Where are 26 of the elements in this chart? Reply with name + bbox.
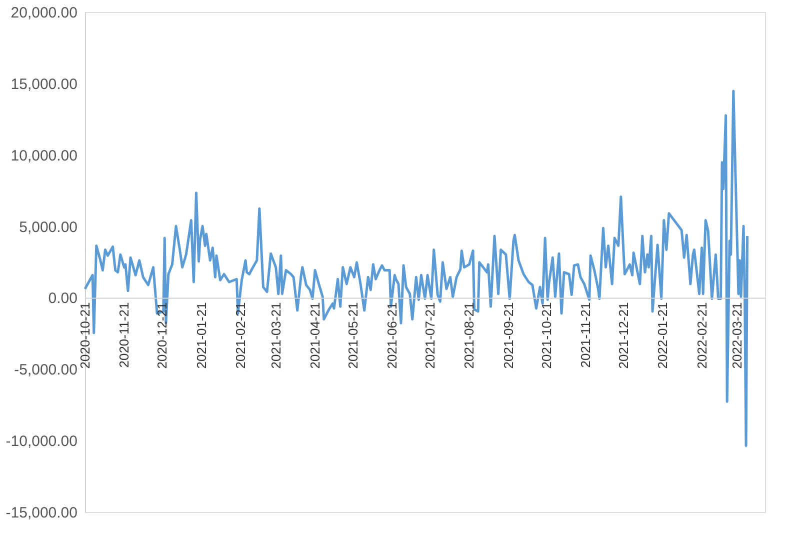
x-tick-label: 2021-09-21 [500, 302, 516, 369]
x-tick-label: 2021-11-21 [578, 302, 594, 368]
x-tick-label: 2020-10-21 [78, 302, 92, 369]
x-tick-label: 2021-02-21 [232, 302, 248, 369]
y-tick-label: 0.00 [48, 290, 78, 308]
x-tick-label: 2021-04-21 [308, 302, 323, 369]
x-tick-label: 2021-07-21 [422, 302, 438, 369]
y-tick-label: 5,000.00 [19, 218, 78, 236]
y-tick-label: -15,000.00 [6, 504, 78, 522]
x-tick-label: 2021-12-21 [616, 302, 631, 369]
y-tick-label: -10,000.00 [6, 433, 78, 450]
x-tick-label: 2021-10-21 [538, 302, 554, 369]
x-tick-label: 2021-08-21 [462, 302, 477, 369]
x-tick-label: 2021-05-21 [345, 302, 360, 369]
y-tick-label: -5,000.00 [14, 362, 78, 379]
x-tick-label: 2022-01-21 [655, 302, 670, 369]
x-tick-label: 2021-03-21 [268, 302, 284, 369]
x-tick-label: 2022-02-21 [694, 302, 710, 369]
x-tick-label: 2021-06-21 [384, 302, 400, 369]
x-tick-label: 2021-01-21 [194, 302, 209, 369]
y-tick-label: 10,000.00 [10, 147, 78, 164]
x-tick-label: 2020-11-21 [116, 302, 132, 368]
y-tick-label: 15,000.00 [10, 76, 78, 93]
x-tick-label: 2020-12-21 [154, 302, 170, 369]
y-tick-label: 20,000.00 [10, 4, 78, 22]
x-tick-label: 2022-03-21 [730, 302, 745, 369]
